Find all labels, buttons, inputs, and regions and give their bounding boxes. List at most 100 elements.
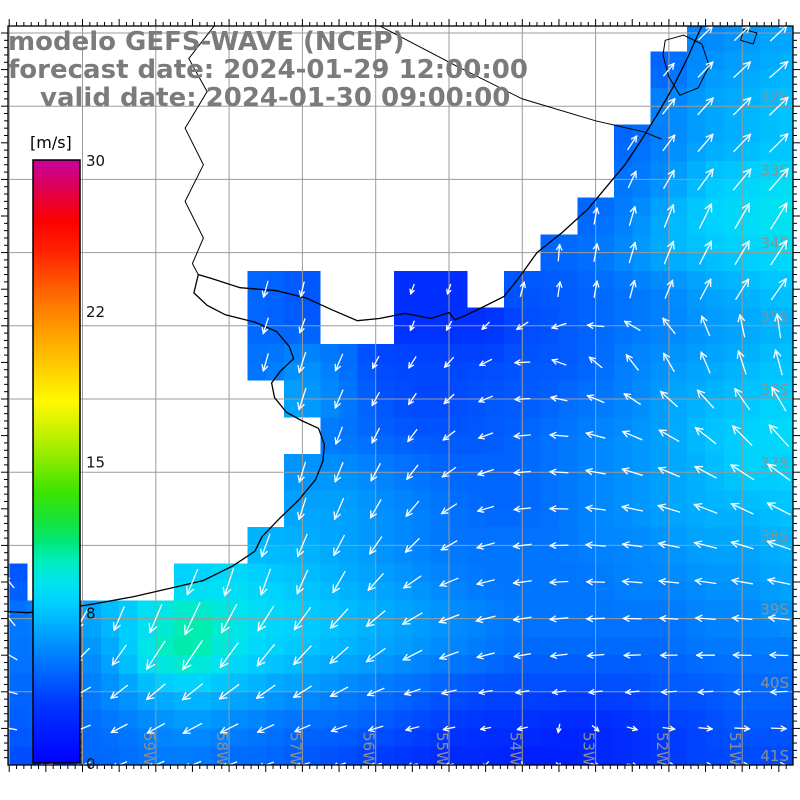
map-plot-area: 32S33S34S35S36S37S38S39S40S41S61W60W59W5…: [0, 26, 793, 766]
wind-arrow: [293, 606, 312, 631]
wind-arrow: [332, 534, 346, 557]
wind-arrow: [657, 540, 680, 549]
wind-arrows-layer: [8, 26, 791, 765]
wind-arrow: [698, 203, 713, 229]
lat-label: 37S: [760, 454, 789, 472]
wind-arrow: [621, 577, 643, 586]
wind-arrow: [623, 320, 641, 332]
wind-arrow: [404, 537, 421, 554]
wind-arrow: [732, 168, 752, 191]
wind-arrow: [371, 355, 380, 370]
wind-arrow: [768, 167, 790, 192]
wind-arrow: [367, 572, 385, 592]
wind-arrow: [627, 135, 638, 151]
wind-arrow: [732, 651, 752, 659]
wind-arrow: [773, 313, 783, 339]
wind-arrow: [512, 578, 532, 587]
wind-arrow: [767, 614, 790, 623]
lon-label: 61W: [0, 732, 11, 766]
wind-arrow: [622, 614, 642, 623]
wind-arrow: [767, 463, 791, 482]
wind-arrow: [768, 424, 790, 448]
wind-arrow: [730, 464, 755, 481]
wind-arrow: [405, 725, 420, 732]
wind-arrow: [477, 432, 494, 440]
wind-arrow: [438, 614, 460, 624]
wind-arrow: [442, 430, 456, 441]
lon-label: 55W: [433, 732, 451, 766]
wind-arrow: [592, 280, 600, 298]
wind-arrow: [296, 761, 311, 765]
wind-arrow: [440, 540, 458, 551]
wind-arrow: [519, 281, 527, 297]
wind-arrow: [549, 431, 569, 439]
wind-arrow: [662, 352, 675, 373]
wind-arrow: [445, 320, 453, 331]
wind-arrow: [699, 278, 712, 300]
wind-arrow: [513, 468, 531, 476]
wind-arrow: [730, 540, 754, 550]
wind-arrow: [365, 647, 386, 663]
wind-arrow: [479, 725, 492, 732]
wind-arrow: [773, 349, 783, 376]
wind-arrow: [512, 542, 532, 550]
wind-arrow: [697, 97, 714, 116]
wind-arrow: [334, 426, 344, 445]
lat-label: 41S: [760, 747, 789, 765]
colorbar-tick-label: 22: [86, 303, 105, 321]
wind-arrow: [693, 502, 718, 514]
wind-arrow: [443, 356, 455, 369]
wind-arrow: [110, 684, 129, 700]
lon-label: 56W: [360, 732, 378, 766]
wind-arrow: [586, 394, 605, 404]
wind-arrow: [734, 725, 751, 732]
wind-arrow: [586, 651, 605, 659]
wind-arrow: [658, 429, 680, 442]
map-frame: [7, 25, 794, 766]
wind-arrow: [549, 541, 569, 550]
wind-arrow: [8, 577, 15, 589]
wind-arrow: [371, 391, 381, 407]
wind-arrow: [623, 651, 641, 659]
wind-arrow: [733, 61, 752, 79]
wind-arrow: [769, 651, 789, 659]
wind-arrow: [621, 430, 643, 441]
grid-labels-layer: 32S33S34S35S36S37S38S39S40S41S61W60W59W5…: [0, 88, 789, 766]
wind-arrow: [440, 503, 458, 515]
wind-arrow: [628, 241, 638, 264]
wind-arrow: [621, 541, 643, 549]
wind-arrow: [623, 392, 642, 406]
coastline-layer: [8, 26, 758, 614]
wind-arrow: [333, 461, 344, 483]
wind-arrow: [259, 568, 272, 596]
wind-arrow: [694, 426, 717, 445]
wind-arrow: [549, 505, 569, 513]
wind-arrow: [181, 682, 204, 701]
wind-arrow: [257, 605, 275, 632]
wind-arrow: [659, 614, 679, 623]
wind-arrow: [588, 688, 603, 696]
wind-arrow: [297, 387, 307, 411]
wind-arrow: [734, 387, 751, 411]
wind-arrow: [8, 725, 18, 731]
wind-arrow: [512, 615, 532, 623]
wind-arrow: [330, 724, 348, 733]
wind-arrow: [770, 688, 788, 696]
wind-arrow: [218, 683, 240, 700]
wind-arrow: [693, 540, 718, 549]
wind-arrow: [297, 497, 307, 521]
wind-arrow: [298, 281, 306, 298]
wind-arrow: [478, 395, 494, 403]
wind-arrow: [515, 688, 530, 696]
wind-arrow: [767, 577, 791, 586]
wind-arrow: [696, 389, 715, 409]
wind-arrow: [659, 390, 679, 408]
lat-label: 32S: [760, 88, 789, 106]
lon-label: 52W: [653, 732, 671, 766]
wind-arrow: [663, 204, 675, 228]
wind-arrow: [261, 317, 270, 335]
wind-arrow: [697, 168, 714, 191]
wind-arrow: [407, 428, 418, 443]
wind-arrow: [734, 202, 751, 230]
